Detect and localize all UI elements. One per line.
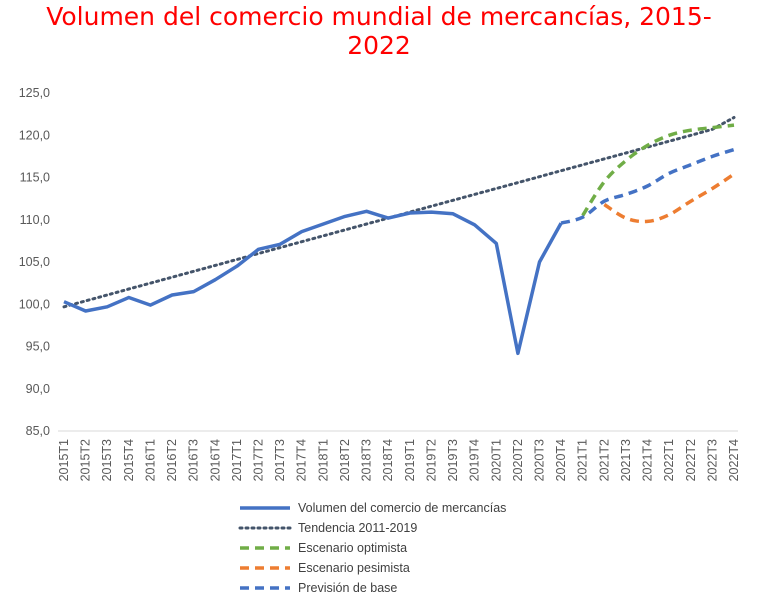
x-tick-label: 2021T2 xyxy=(597,439,611,481)
legend-label: Previsión de base xyxy=(298,581,397,595)
x-tick-label: 2020T1 xyxy=(489,439,503,481)
x-tick-label: 2016T1 xyxy=(143,439,157,481)
legend-label: Tendencia 2011-2019 xyxy=(298,521,417,535)
legend-label: Volumen del comercio de mercancías xyxy=(298,501,506,515)
x-tick-label: 2022T4 xyxy=(727,439,741,481)
line-chart: 85,0 90,0 95,0 100,0 105,0 110,0 115,0 120,0 125… xyxy=(19,86,741,595)
x-tick-label: 2020T3 xyxy=(532,439,546,481)
series-line-3 xyxy=(603,172,735,224)
y-tick-label: 125,0 xyxy=(19,86,50,100)
series-line-4 xyxy=(560,147,735,225)
x-tick-label: 2021T4 xyxy=(641,439,655,481)
x-tick-label: 2018T4 xyxy=(381,439,395,481)
series-line-1 xyxy=(62,116,736,309)
x-tick-label: 2016T4 xyxy=(208,439,222,481)
x-tick-label: 2016T3 xyxy=(187,439,201,481)
y-tick-label: 105,0 xyxy=(19,255,50,269)
x-tick-label: 2015T2 xyxy=(79,439,93,481)
x-tick-label: 2022T1 xyxy=(662,439,676,481)
y-tick-label: 95,0 xyxy=(26,340,50,354)
x-tick-label: 2019T4 xyxy=(468,439,482,481)
series-layer xyxy=(62,116,736,356)
x-tick-label: 2020T2 xyxy=(511,439,525,481)
x-tick-label: 2019T3 xyxy=(446,439,460,481)
x-tick-label: 2015T3 xyxy=(100,439,114,481)
x-tick-label: 2022T3 xyxy=(705,439,719,481)
x-tick-label: 2016T2 xyxy=(165,439,179,481)
x-tick-label: 2022T2 xyxy=(684,439,698,481)
chart-panel: 85,0 90,0 95,0 100,0 105,0 110,0 115,0 120,0 125… xyxy=(4,67,754,597)
x-tick-label: 2015T1 xyxy=(57,439,71,481)
x-axis: 2015T1 2015T2 2015T3 2015T4 2016T1 2016T2 2016… xyxy=(57,430,741,481)
y-tick-label: 100,0 xyxy=(19,297,50,311)
legend-label: Escenario optimista xyxy=(298,541,407,555)
chart-title-line-2: 2022 xyxy=(347,31,411,60)
series-line-0 xyxy=(63,209,563,356)
x-tick-label: 2017T1 xyxy=(230,439,244,481)
x-tick-label: 2017T3 xyxy=(273,439,287,481)
x-tick-label: 2019T2 xyxy=(424,439,438,481)
y-axis: 85,0 90,0 95,0 100,0 105,0 110,0 115,0 120,0 125… xyxy=(19,86,50,438)
x-tick-label: 2018T3 xyxy=(360,439,374,481)
y-tick-label: 110,0 xyxy=(20,213,50,227)
chart-title: Volumen del comercio mundial de mercancí… xyxy=(0,2,758,60)
x-tick-label: 2020T4 xyxy=(554,439,568,481)
x-tick-label: 2021T1 xyxy=(576,439,590,481)
x-tick-label: 2017T4 xyxy=(295,439,309,481)
x-tick-label: 2018T1 xyxy=(316,439,330,481)
x-tick-label: 2021T3 xyxy=(619,439,633,481)
x-tick-label: 2017T2 xyxy=(252,439,266,481)
legend: Volumen del comercio de mercancías Tenden… xyxy=(238,501,506,595)
y-tick-label: 115,0 xyxy=(20,171,50,185)
x-tick-label: 2018T2 xyxy=(338,439,352,481)
y-tick-label: 120,0 xyxy=(19,128,50,142)
chart-title-line-1: Volumen del comercio mundial de mercancí… xyxy=(46,2,712,31)
series-line-2 xyxy=(581,123,735,217)
y-tick-label: 90,0 xyxy=(26,382,50,396)
legend-label: Escenario pesimista xyxy=(298,561,410,575)
y-tick-label: 85,0 xyxy=(26,424,50,438)
x-tick-label: 2015T4 xyxy=(122,439,136,481)
x-tick-label: 2019T1 xyxy=(403,439,417,481)
